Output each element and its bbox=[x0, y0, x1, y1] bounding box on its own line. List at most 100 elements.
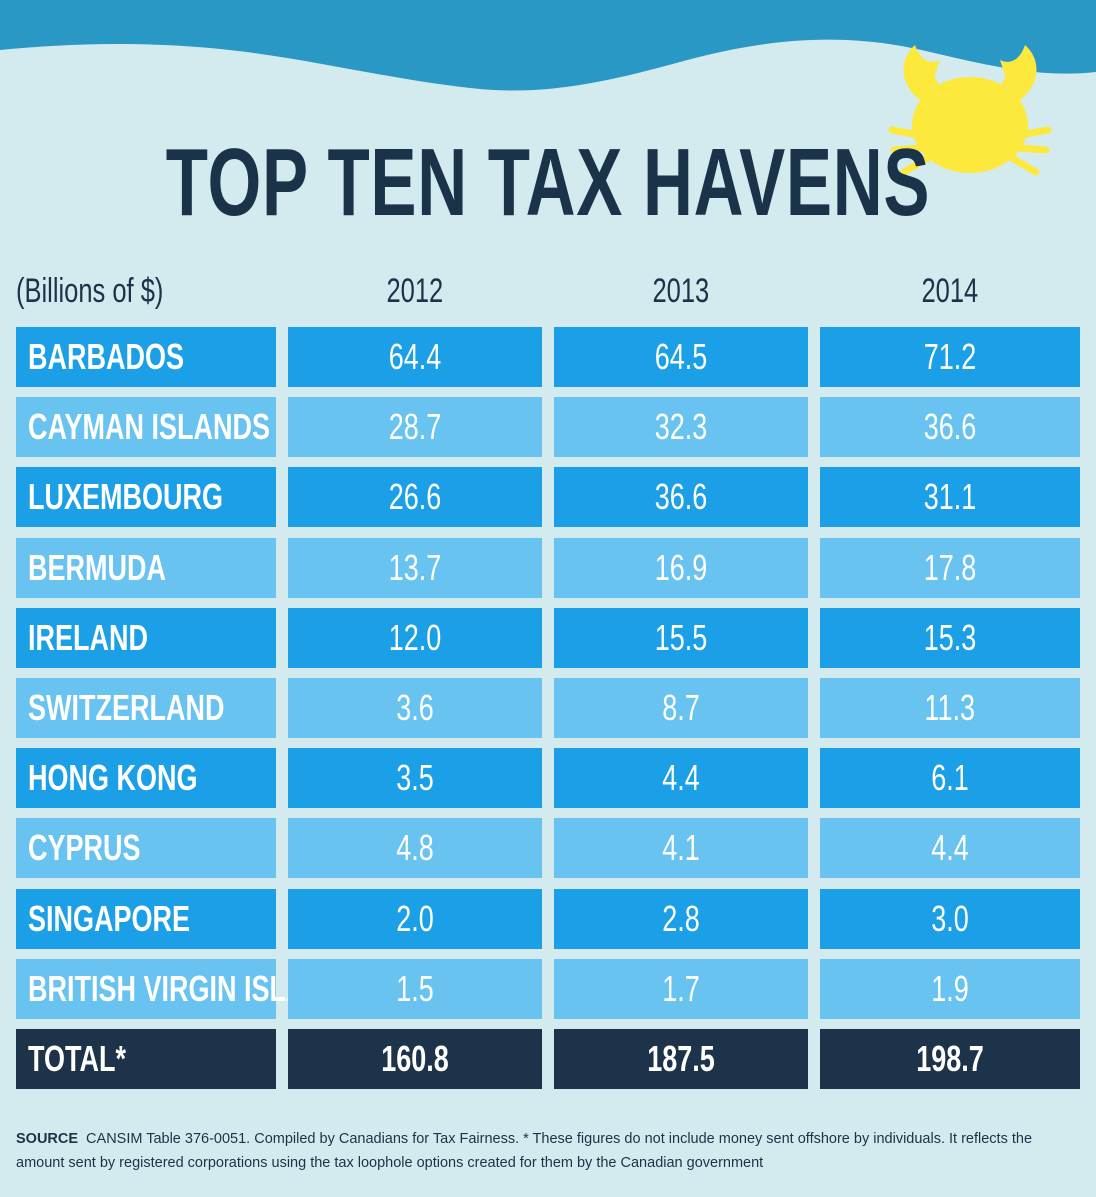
value-cell: 4.1 bbox=[554, 818, 808, 879]
value-cell: 1.7 bbox=[554, 958, 808, 1019]
table-row: LUXEMBOURG 26.6 36.6 31.1 bbox=[0, 467, 1096, 528]
total-value: 198.7 bbox=[820, 1029, 1080, 1089]
table-row: CAYMAN ISLANDS 28.7 32.3 36.6 bbox=[0, 397, 1096, 458]
country-name: CYPRUS bbox=[16, 818, 276, 879]
value-cell: 13.7 bbox=[288, 537, 542, 598]
value-cell: 26.6 bbox=[288, 467, 542, 528]
value-cell-text: 4.4 bbox=[662, 757, 700, 799]
table-row: HONG KONG 3.5 4.4 6.1 bbox=[0, 748, 1096, 809]
table-row: BERMUDA 13.7 16.9 17.8 bbox=[0, 537, 1096, 598]
total-value-text: 160.8 bbox=[381, 1038, 449, 1079]
country-name-text: BERMUDA bbox=[28, 546, 166, 588]
table-row: SINGAPORE 2.0 2.8 3.0 bbox=[0, 888, 1096, 949]
value-cell: 4.4 bbox=[820, 818, 1080, 879]
value-cell: 3.6 bbox=[288, 678, 542, 738]
total-value-text: 187.5 bbox=[647, 1038, 715, 1079]
value-cell-text: 11.3 bbox=[924, 687, 976, 728]
value-cell: 71.2 bbox=[820, 327, 1080, 387]
source-label: SOURCE bbox=[16, 1131, 79, 1147]
value-cell-text: 1.5 bbox=[396, 967, 434, 1009]
country-name-text: HONG KONG bbox=[28, 757, 198, 799]
column-header-2012: 2012 bbox=[288, 259, 542, 323]
country-name: HONG KONG bbox=[16, 748, 276, 809]
value-cell: 16.9 bbox=[554, 537, 808, 598]
value-cell: 17.8 bbox=[820, 537, 1080, 598]
value-cell: 6.1 bbox=[820, 748, 1080, 809]
table-row: CYPRUS 4.8 4.1 4.4 bbox=[0, 818, 1096, 879]
value-cell-text: 1.9 bbox=[931, 967, 969, 1009]
value-cell-text: 2.0 bbox=[396, 897, 434, 939]
total-label: TOTAL* bbox=[16, 1029, 276, 1089]
column-header-2013: 2013 bbox=[554, 259, 808, 323]
value-cell: 8.7 bbox=[554, 678, 808, 738]
value-cell-text: 36.6 bbox=[654, 476, 708, 518]
value-cell: 15.5 bbox=[554, 607, 808, 668]
table-header: (Billions of $) 2012 2013 2014 bbox=[0, 259, 1096, 323]
country-name-text: IRELAND bbox=[28, 616, 148, 658]
value-cell-text: 1.7 bbox=[662, 967, 700, 1009]
value-cell: 4.4 bbox=[554, 748, 808, 809]
unit-label-text: (Billions of $) bbox=[16, 272, 164, 310]
country-name-text: BARBADOS bbox=[28, 336, 185, 377]
value-cell-text: 31.1 bbox=[923, 476, 977, 518]
country-name-text: CAYMAN ISLANDS bbox=[28, 406, 271, 448]
country-name: LUXEMBOURG bbox=[16, 467, 276, 528]
wave-shape bbox=[0, 0, 1096, 91]
country-name: BARBADOS bbox=[16, 327, 276, 387]
value-cell-text: 71.2 bbox=[923, 336, 977, 377]
value-cell-text: 3.0 bbox=[931, 897, 969, 939]
value-cell-text: 15.5 bbox=[654, 616, 708, 658]
value-cell-text: 64.5 bbox=[654, 336, 708, 377]
value-cell-text: 12.0 bbox=[388, 616, 442, 658]
column-header-2014: 2014 bbox=[820, 259, 1080, 323]
value-cell: 31.1 bbox=[820, 467, 1080, 528]
value-cell: 36.6 bbox=[820, 397, 1080, 458]
total-value: 160.8 bbox=[288, 1029, 542, 1089]
column-header-text: 2014 bbox=[921, 272, 979, 310]
unit-label: (Billions of $) bbox=[16, 259, 278, 323]
value-cell-text: 4.1 bbox=[662, 827, 700, 869]
value-cell: 32.3 bbox=[554, 397, 808, 458]
source-text: CANSIM Table 376-0051. Compiled by Canad… bbox=[16, 1131, 1033, 1171]
total-label-text: TOTAL* bbox=[28, 1038, 127, 1079]
total-value: 187.5 bbox=[554, 1029, 808, 1089]
value-cell: 64.5 bbox=[554, 327, 808, 387]
value-cell: 15.3 bbox=[820, 607, 1080, 668]
value-cell-text: 6.1 bbox=[931, 757, 969, 799]
table-row: SWITZERLAND 3.6 8.7 11.3 bbox=[0, 678, 1096, 738]
country-name-text: SINGAPORE bbox=[28, 897, 191, 939]
country-name: SWITZERLAND bbox=[16, 678, 276, 738]
country-name-text: LUXEMBOURG bbox=[28, 476, 223, 518]
value-cell: 4.8 bbox=[288, 818, 542, 879]
value-cell-text: 32.3 bbox=[654, 406, 708, 448]
value-cell: 64.4 bbox=[288, 327, 542, 387]
wave-decoration bbox=[0, 0, 1096, 91]
value-cell-text: 2.8 bbox=[662, 897, 700, 939]
value-cell-text: 26.6 bbox=[388, 476, 442, 518]
country-name: BRITISH VIRGIN ISLANDS bbox=[16, 958, 363, 1019]
value-cell-text: 3.5 bbox=[396, 757, 434, 799]
source-note: SOURCE CANSIM Table 376-0051. Compiled by… bbox=[16, 1127, 1080, 1175]
table-row: BRITISH VIRGIN ISLANDS 1.5 1.7 1.9 bbox=[0, 958, 1096, 1019]
total-row: TOTAL* 160.8 187.5 198.7 bbox=[0, 1029, 1096, 1089]
value-cell-text: 13.7 bbox=[388, 546, 442, 588]
column-header-text: 2013 bbox=[652, 272, 710, 310]
value-cell-text: 8.7 bbox=[662, 687, 700, 728]
country-name: IRELAND bbox=[16, 607, 276, 668]
value-cell: 28.7 bbox=[288, 397, 542, 458]
value-cell-text: 3.6 bbox=[396, 687, 434, 728]
value-cell: 36.6 bbox=[554, 467, 808, 528]
value-cell-text: 64.4 bbox=[388, 336, 442, 377]
column-header-text: 2012 bbox=[386, 272, 444, 310]
chart-title: TOP TEN TAX HAVENS bbox=[165, 129, 931, 236]
value-cell-text: 16.9 bbox=[654, 546, 708, 588]
value-cell-text: 36.6 bbox=[923, 406, 977, 448]
value-cell-text: 17.8 bbox=[923, 546, 977, 588]
value-cell-text: 15.3 bbox=[923, 616, 977, 658]
value-cell-text: 4.4 bbox=[931, 827, 969, 869]
country-name-text: CYPRUS bbox=[28, 827, 141, 869]
value-cell-text: 4.8 bbox=[396, 827, 434, 869]
total-value-text: 198.7 bbox=[916, 1038, 984, 1079]
crab-icon bbox=[888, 45, 1052, 176]
table-row: BARBADOS 64.4 64.5 71.2 bbox=[0, 327, 1096, 387]
